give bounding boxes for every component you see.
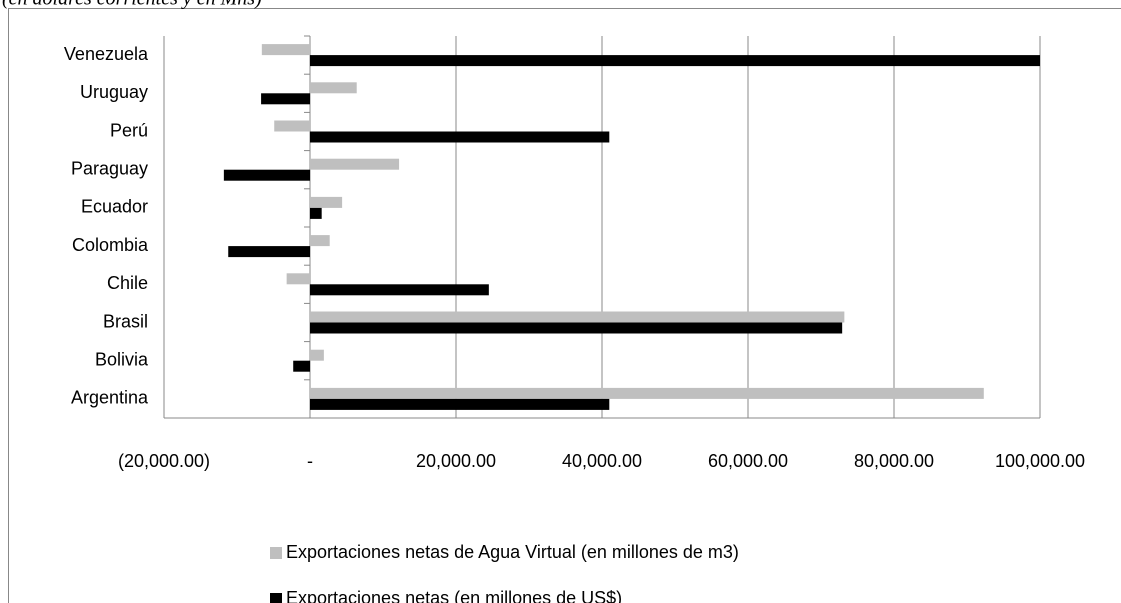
legend-swatch [270,593,282,603]
x-tick-label: (20,000.00) [118,451,210,471]
legend-label: Exportaciones netas (en millones de US$) [286,588,622,603]
y-tick-label: Colombia [72,235,149,255]
bar [223,169,310,181]
legend-label: Exportaciones netas de Agua Virtual (en … [286,542,739,562]
bar [310,311,845,323]
x-tick-label: 80,000.00 [854,451,934,471]
x-tick-label: 60,000.00 [708,451,788,471]
bar [310,207,322,219]
y-tick-label: Ecuador [81,197,148,217]
x-tick-label: - [307,451,313,471]
y-tick-label: Paraguay [71,158,148,178]
y-tick-label: Perú [110,120,148,140]
bar [310,55,1040,67]
bar [286,273,310,285]
bar [310,284,489,296]
bar [261,93,310,105]
bar [310,398,610,410]
bar [310,131,610,143]
bar [310,158,400,170]
y-tick-label: Uruguay [80,82,148,102]
bar [293,360,310,372]
bar [310,349,324,361]
bar [310,196,343,208]
bar [310,82,357,94]
y-tick-label: Argentina [71,388,149,408]
y-tick-label: Brasil [103,311,148,331]
x-tick-label: 20,000.00 [416,451,496,471]
y-tick-label: Bolivia [95,349,149,369]
y-tick-label: Chile [107,273,148,293]
bar [310,387,984,399]
bar [228,246,310,258]
bar [310,235,330,247]
bar [310,322,843,334]
chart-subtitle: (en dólares corrientes y en Mns) [2,0,262,10]
y-tick-label: Venezuela [64,44,149,64]
bar [274,120,310,132]
bar [261,44,310,56]
chart-frame [8,8,1121,603]
x-tick-label: 100,000.00 [995,451,1085,471]
legend-swatch [270,547,282,559]
x-tick-label: 40,000.00 [562,451,642,471]
